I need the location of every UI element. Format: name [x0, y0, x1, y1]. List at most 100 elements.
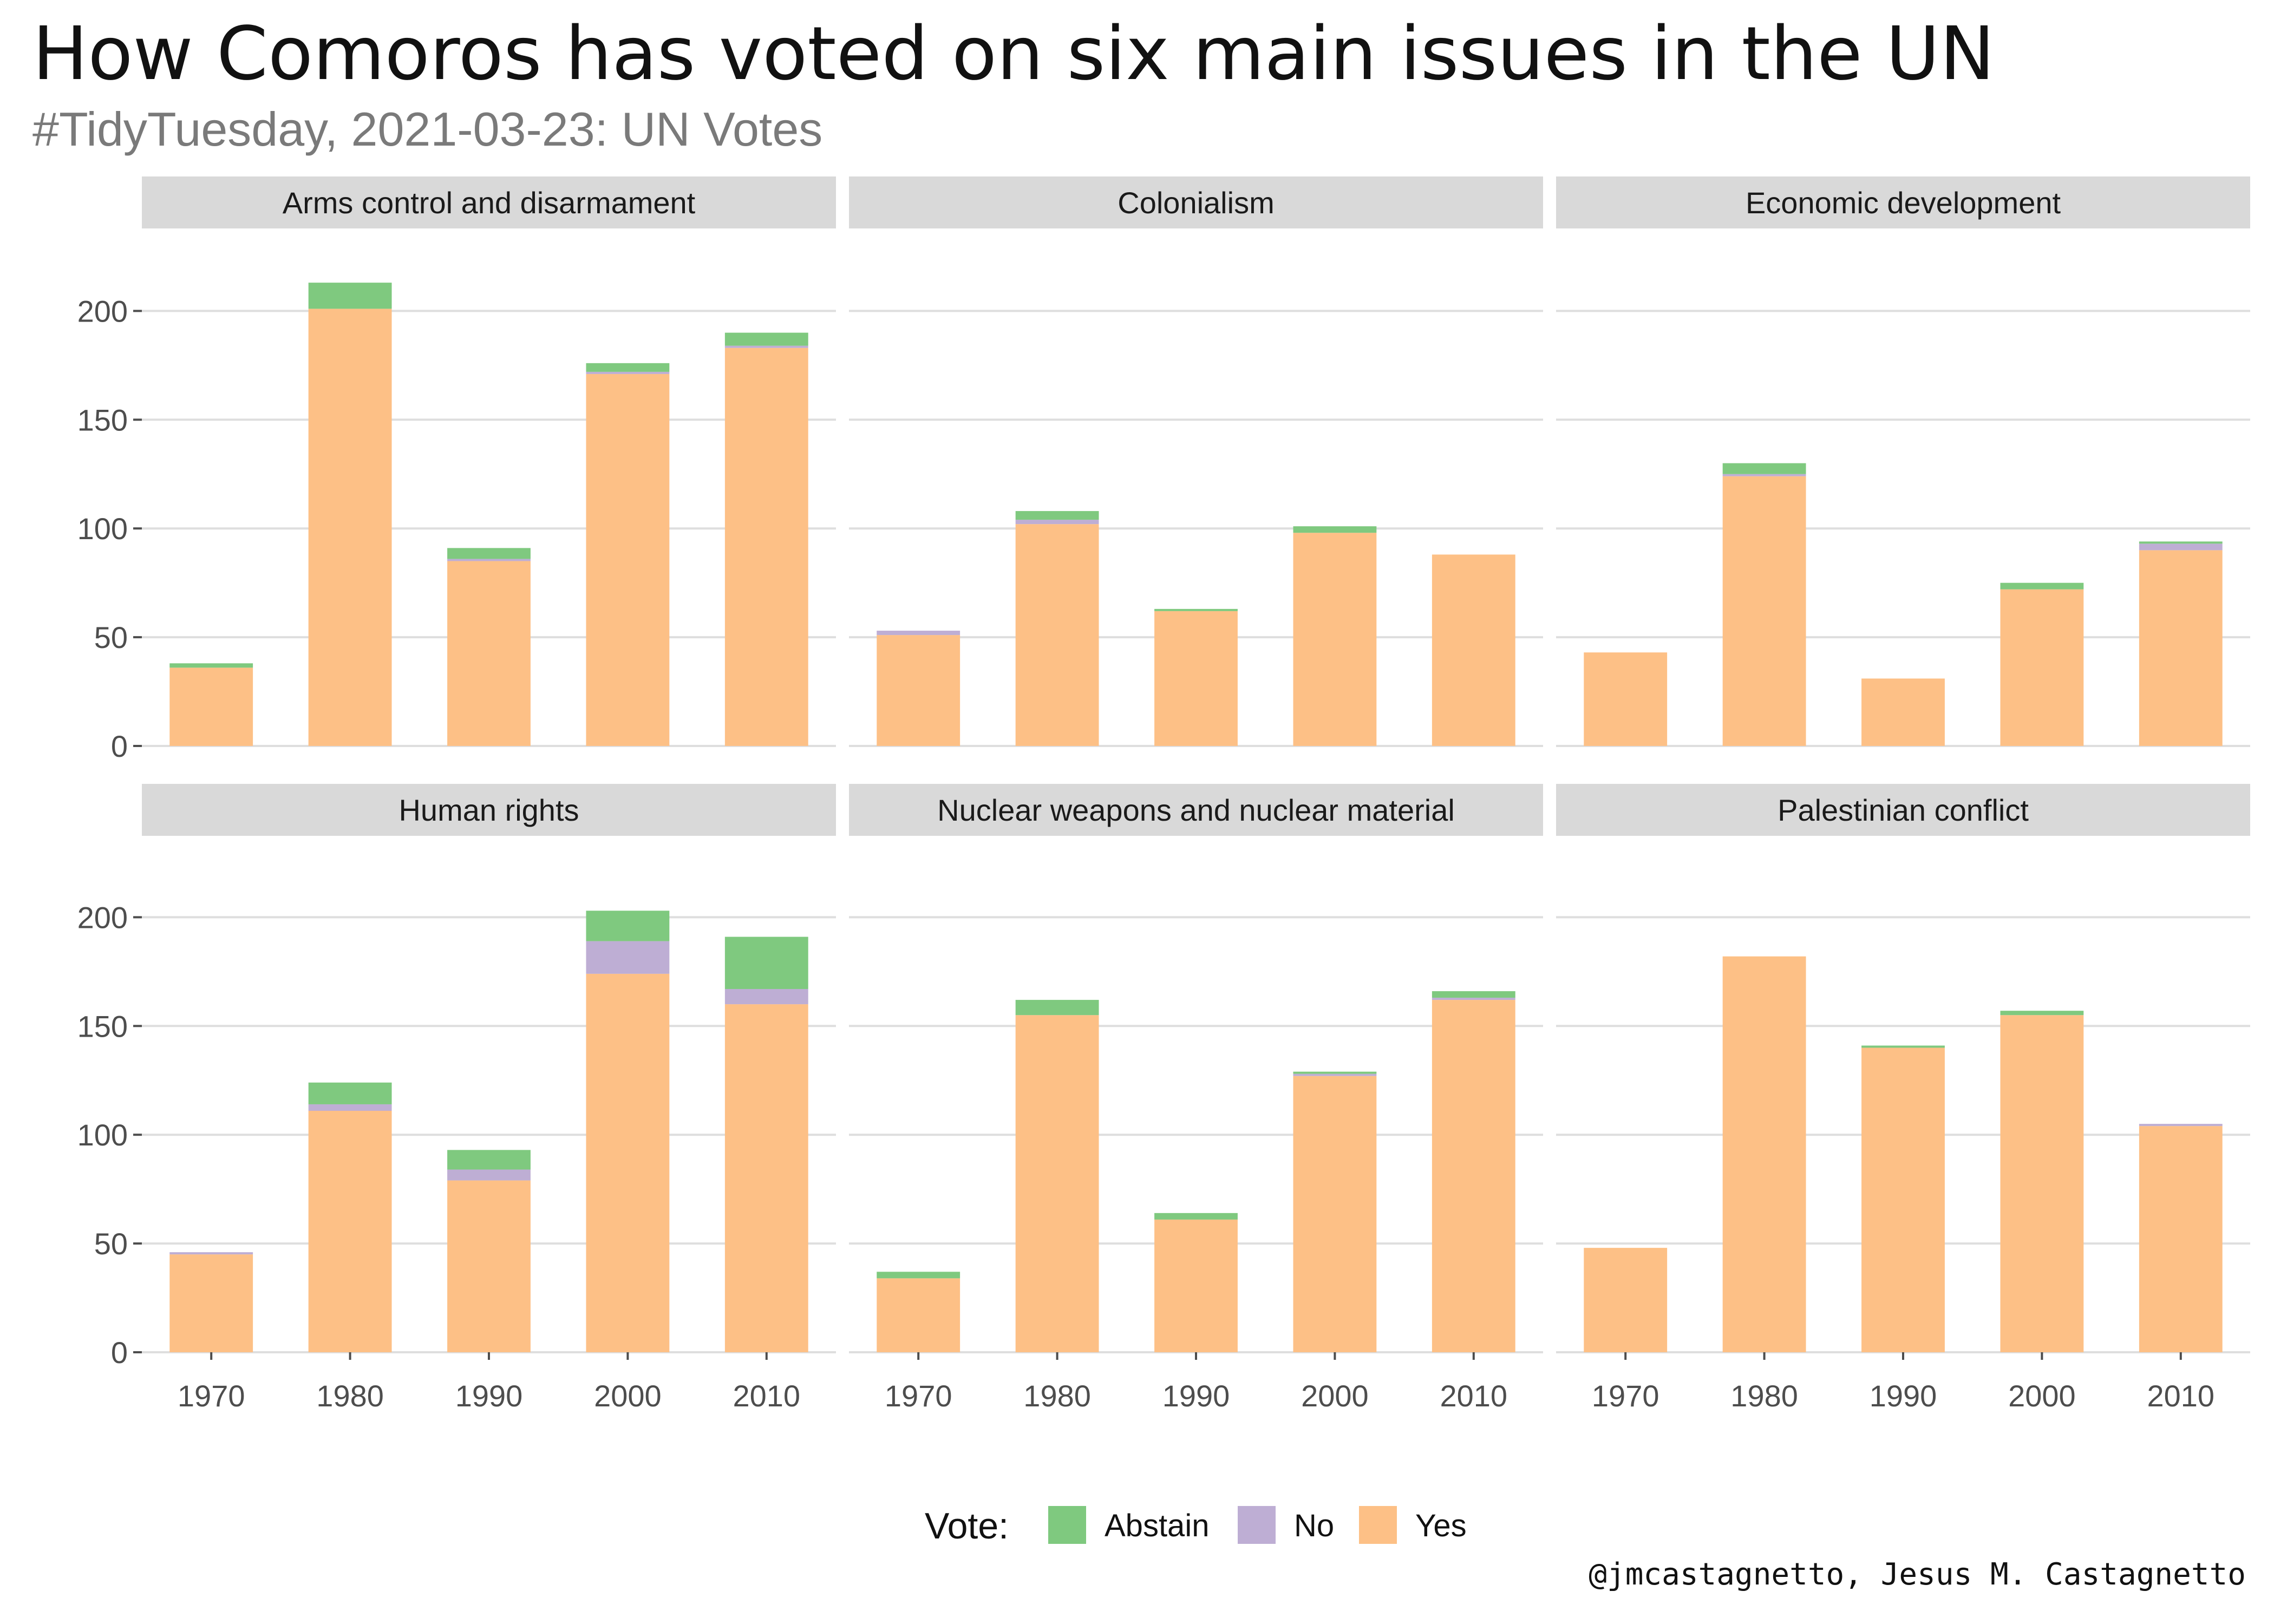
bar-no-2010 — [724, 988, 808, 1005]
bar-abstain-1980 — [308, 1082, 392, 1104]
bar-abstain-2010 — [1432, 991, 1515, 998]
bar-yes-1970 — [169, 667, 253, 746]
bar-yes-1970 — [1584, 1248, 1668, 1352]
bar-no-1970 — [169, 1252, 253, 1255]
legend-label-yes: Yes — [1415, 1508, 1467, 1543]
x-tick-label: 1970 — [885, 1379, 952, 1413]
x-tick-label: 1980 — [1730, 1379, 1798, 1413]
x-tick-label: 2010 — [733, 1379, 801, 1413]
y-tick-label: 0 — [111, 1335, 128, 1370]
bar-yes-1990 — [1154, 611, 1238, 746]
x-tick-label: 1990 — [1162, 1379, 1230, 1413]
x-tick-label: 1970 — [178, 1379, 245, 1413]
bar-abstain-2000 — [586, 911, 670, 941]
bar-yes-1990 — [447, 561, 531, 746]
bar-abstain-2010 — [724, 937, 808, 989]
bar-yes-1990 — [1861, 678, 1945, 746]
bar-yes-1990 — [447, 1180, 531, 1352]
bar-yes-1970 — [877, 1278, 960, 1352]
y-tick-label: 100 — [77, 512, 128, 546]
bar-no-1980 — [1015, 520, 1099, 525]
y-tick-label: 150 — [77, 403, 128, 437]
bar-abstain-1990 — [447, 1150, 531, 1170]
bar-yes-2000 — [586, 973, 670, 1352]
bar-yes-1980 — [1722, 956, 1806, 1352]
bar-yes-1980 — [1015, 524, 1099, 746]
legend-swatch-abstain — [1048, 1506, 1086, 1544]
bar-abstain-1990 — [1154, 1213, 1238, 1220]
bar-no-1980 — [1722, 474, 1806, 476]
bar-yes-1970 — [169, 1254, 253, 1352]
bar-abstain-1990 — [1154, 608, 1238, 611]
facet-title-5: Nuclear weapons and nuclear material — [937, 793, 1455, 827]
x-tick-label: 2010 — [2147, 1379, 2215, 1413]
bar-yes-2010 — [724, 348, 808, 746]
bar-no-2010 — [2139, 543, 2223, 551]
bar-no-2000 — [586, 371, 670, 374]
bar-abstain-2000 — [586, 363, 670, 372]
bar-yes-2010 — [1432, 1000, 1515, 1352]
bar-yes-2010 — [1432, 554, 1515, 746]
bar-yes-1970 — [1584, 652, 1668, 746]
legend-label-no: No — [1294, 1508, 1334, 1543]
bar-no-1990 — [447, 559, 531, 561]
facet-strip-4 — [142, 784, 836, 836]
bar-no-1990 — [447, 1169, 531, 1181]
facet-title-2: Colonialism — [1118, 186, 1274, 220]
bar-yes-2000 — [586, 374, 670, 746]
bar-yes-2000 — [2000, 589, 2084, 746]
facet-strip-1 — [142, 176, 836, 228]
bar-yes-2010 — [724, 1004, 808, 1352]
bar-no-2010 — [724, 345, 808, 348]
x-tick-label: 1990 — [455, 1379, 523, 1413]
bar-abstain-1970 — [169, 663, 253, 668]
x-tick-label: 2000 — [2008, 1379, 2076, 1413]
bar-abstain-1970 — [877, 1272, 960, 1279]
facet-title-1: Arms control and disarmament — [283, 186, 696, 220]
legend-title: Vote: — [925, 1505, 1009, 1547]
y-tick-label: 0 — [111, 729, 128, 763]
bar-no-2010 — [2139, 1124, 2223, 1127]
facet-title-6: Palestinian conflict — [1778, 793, 2029, 827]
legend-swatch-yes — [1359, 1506, 1397, 1544]
bar-no-2010 — [1432, 998, 1515, 1000]
facet-strip-2 — [849, 176, 1543, 228]
bar-abstain-2000 — [2000, 1011, 2084, 1016]
bar-abstain-1980 — [1722, 463, 1806, 474]
bar-yes-2000 — [1293, 533, 1377, 746]
bar-yes-2010 — [2139, 550, 2223, 746]
y-tick-label: 50 — [94, 620, 128, 654]
facet-strip-3 — [1556, 176, 2250, 228]
facet-strip-6 — [1556, 784, 2250, 836]
bar-no-1980 — [308, 1104, 392, 1111]
chart-caption: @jmcastagnetto, Jesus M. Castagnetto — [1589, 1557, 2246, 1592]
facet-title-4: Human rights — [398, 793, 579, 827]
bar-yes-1990 — [1861, 1047, 1945, 1352]
bar-abstain-2000 — [1293, 1071, 1377, 1074]
bar-yes-2010 — [2139, 1126, 2223, 1352]
facet-title-3: Economic development — [1746, 186, 2061, 220]
x-tick-label: 1970 — [1592, 1379, 1659, 1413]
bar-abstain-1980 — [308, 283, 392, 309]
bar-abstain-1980 — [1015, 1000, 1099, 1016]
bar-yes-1980 — [308, 1111, 392, 1352]
bar-abstain-2010 — [2139, 541, 2223, 544]
legend-label-abstain: Abstain — [1105, 1508, 1209, 1543]
bar-yes-1980 — [1722, 476, 1806, 746]
chart-title: How Comoros has voted on six main issues… — [32, 11, 1995, 97]
x-tick-label: 2000 — [594, 1379, 662, 1413]
bar-abstain-2000 — [2000, 582, 2084, 590]
x-tick-label: 1980 — [316, 1379, 384, 1413]
y-tick-label: 100 — [77, 1118, 128, 1152]
bar-no-1970 — [877, 631, 960, 636]
x-tick-label: 2010 — [1440, 1379, 1508, 1413]
bar-yes-1990 — [1154, 1219, 1238, 1352]
bar-no-2000 — [1293, 1073, 1377, 1076]
bar-yes-2000 — [1293, 1076, 1377, 1352]
x-tick-label: 2000 — [1301, 1379, 1369, 1413]
y-tick-label: 50 — [94, 1227, 128, 1261]
bar-yes-1980 — [1015, 1015, 1099, 1352]
bar-yes-2000 — [2000, 1015, 2084, 1352]
bar-yes-1980 — [308, 309, 392, 746]
